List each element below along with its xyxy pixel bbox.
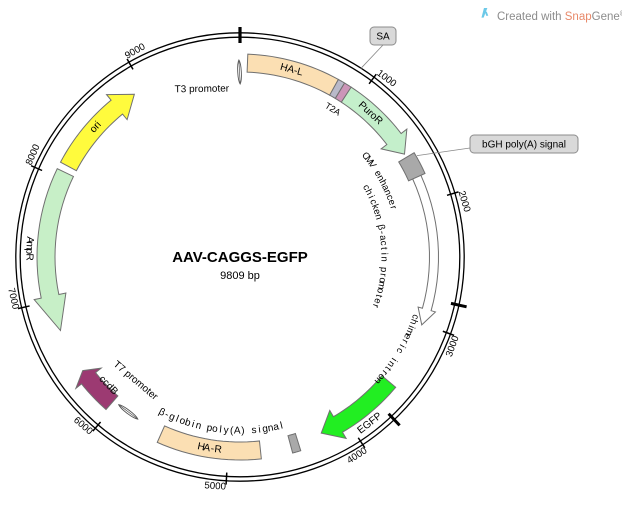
svg-text:R: R xyxy=(214,444,223,456)
svg-text:9809 bp: 9809 bp xyxy=(220,270,260,282)
svg-text:AAV-CAGGS-EGFP: AAV-CAGGS-EGFP xyxy=(172,249,308,266)
svg-text:R: R xyxy=(23,253,34,260)
svg-text:): ) xyxy=(241,426,245,437)
svg-text:i: i xyxy=(378,253,389,255)
svg-text:5000: 5000 xyxy=(204,480,227,492)
svg-text:A: A xyxy=(234,426,241,437)
svg-text:SA: SA xyxy=(376,32,390,43)
svg-text:Created with SnapGene®: Created with SnapGene® xyxy=(497,9,622,23)
svg-text:bGH poly(A) signal: bGH poly(A) signal xyxy=(482,140,566,151)
svg-text:n: n xyxy=(378,256,389,261)
svg-text:s: s xyxy=(251,425,257,436)
svg-text:p: p xyxy=(378,267,389,273)
svg-text:y: y xyxy=(223,425,229,436)
svg-text:T3 promoter: T3 promoter xyxy=(175,84,230,96)
